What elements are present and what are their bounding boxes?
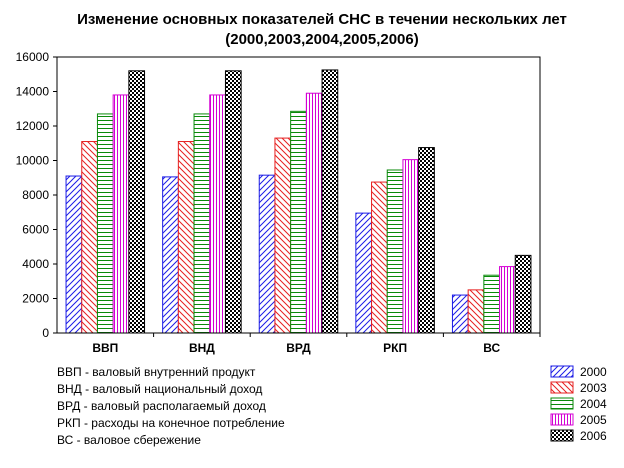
bar-РКП-2005 (402, 159, 420, 334)
bar-ВВП-2006 (128, 70, 146, 334)
bar-ВНД-2005 (209, 94, 226, 334)
legend-swatch-2006 (550, 429, 574, 442)
bar-ВВП-2003 (81, 141, 98, 334)
chart-subtitle: (2000,2003,2004,2005,2006) (225, 31, 419, 48)
bar-ВНД-2003 (177, 141, 195, 334)
bar-ВРД-2004 (290, 110, 307, 334)
y-tick-label: 10000 (16, 154, 50, 168)
plot-frame (56, 56, 541, 334)
bar-ВНД-2000 (162, 176, 179, 334)
y-tick-label: 8000 (22, 188, 49, 202)
legend-label: 2000 (580, 365, 607, 379)
axes (56, 56, 541, 334)
abbreviation-note: ВНД - валовый национальный доход (57, 382, 262, 396)
bar-ВРД-2005 (305, 92, 323, 334)
bar-ВВП-2004 (96, 113, 114, 334)
abbreviation-notes: ВВП - валовый внутренний продукт ВНД - ва… (57, 365, 285, 447)
y-tick-label: 2000 (22, 292, 49, 306)
x-axis-labels: ВВП ВНД ВРД РКП ВС (92, 333, 541, 355)
bar-ВС-2004 (483, 274, 501, 334)
abbreviation-note: ВРД - валовый располагаемый доход (57, 399, 266, 413)
bar-ВС-2000 (451, 294, 469, 334)
bar-ВВП-2000 (65, 175, 83, 334)
category-label: ВС (483, 341, 500, 355)
category-label: ВРД (286, 341, 311, 355)
bar-ВРД-2003 (274, 137, 292, 334)
y-tick-label: 16000 (16, 50, 50, 64)
legend-swatch-2005 (550, 413, 574, 426)
legend-swatch-2003 (550, 381, 574, 394)
legend-label: 2006 (580, 429, 607, 443)
bars (65, 69, 532, 334)
bar-ВРД-2006 (321, 69, 339, 334)
y-tick-label: 0 (42, 326, 49, 340)
bar-ВРД-2000 (258, 174, 276, 334)
category-label: ВНД (189, 341, 215, 355)
abbreviation-note: ВС - валовое сбережение (57, 433, 201, 447)
bar-РКП-2004 (386, 169, 404, 334)
bar-ВС-2005 (499, 266, 516, 334)
abbreviation-note: ВВП - валовый внутренний продукт (57, 365, 256, 379)
legend: 2000 2003 2004 2005 2006 (550, 365, 607, 443)
legend-swatch-2004 (550, 397, 574, 410)
legend-swatch-2000 (550, 365, 574, 378)
bar-ВНД-2006 (224, 70, 242, 334)
bar-ВНД-2004 (193, 113, 211, 334)
y-tick-label: 12000 (16, 119, 50, 133)
legend-label: 2003 (580, 381, 607, 395)
bar-ВС-2006 (514, 254, 532, 334)
y-tick-label: 4000 (22, 257, 49, 271)
y-tick-label: 14000 (16, 85, 50, 99)
legend-label: 2004 (580, 397, 607, 411)
category-label: ВВП (92, 341, 118, 355)
y-tick-label: 6000 (22, 223, 49, 237)
bar-РКП-2000 (355, 212, 373, 334)
bar-ВВП-2005 (112, 94, 130, 334)
chart-title: Изменение основных показателей СНС в теч… (77, 11, 567, 28)
abbreviation-note: РКП - расходы на конечное потребление (57, 416, 285, 430)
y-axis-ticks: 0 2000 4000 6000 8000 10000 12000 14000 16000 (16, 50, 57, 340)
bar-РКП-2003 (371, 181, 388, 334)
legend-label: 2005 (580, 413, 607, 427)
category-label: РКП (383, 341, 407, 355)
bar-ВС-2003 (467, 289, 485, 334)
bar-РКП-2006 (418, 147, 435, 334)
